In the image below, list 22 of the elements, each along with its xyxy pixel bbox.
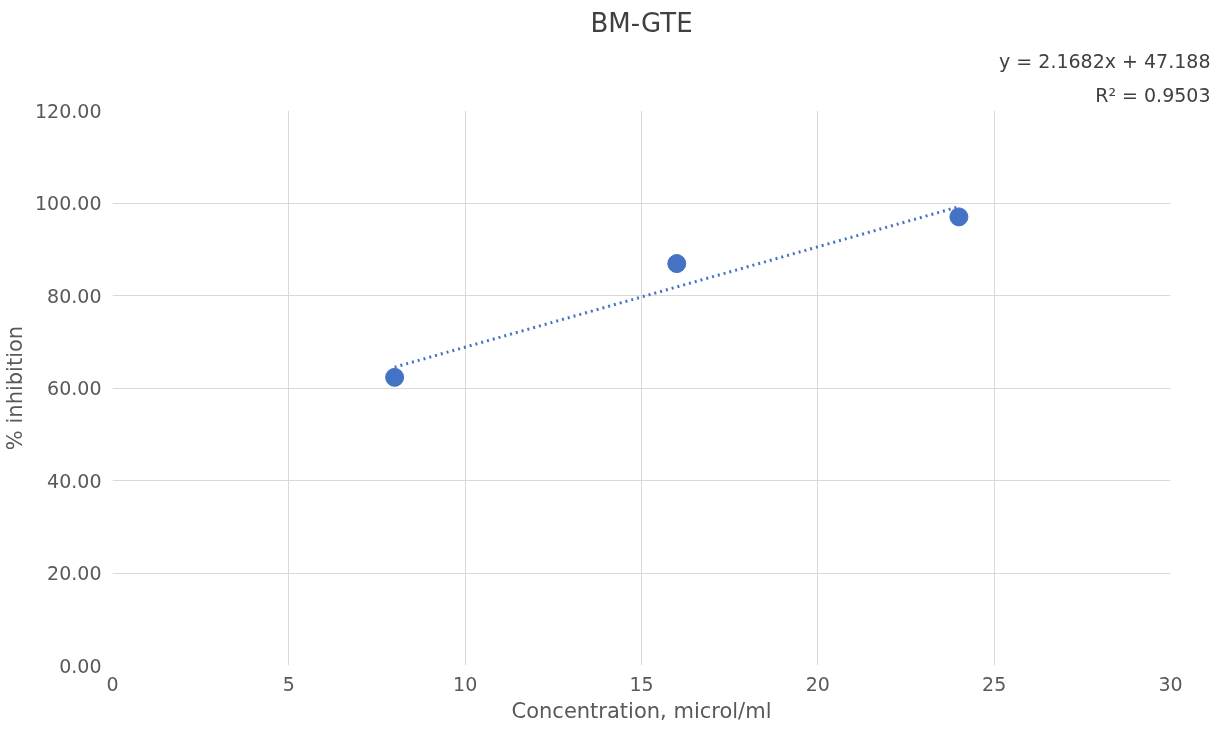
x-tick-label: 30 xyxy=(1158,672,1183,695)
y-tick-label: 60.00 xyxy=(47,377,102,399)
x-tick-label: 15 xyxy=(629,672,654,695)
point xyxy=(385,367,405,387)
x-tick-label: 0 xyxy=(106,672,119,695)
x-tick-label: 20 xyxy=(805,672,830,695)
point xyxy=(949,207,969,227)
y-tick-label: 120.00 xyxy=(35,99,102,122)
chart-title: BM-GTE xyxy=(590,7,693,38)
x-axis-title: Concentration, microl/ml xyxy=(511,698,772,723)
point xyxy=(667,254,687,274)
text: R² = 0.9503 xyxy=(1095,83,1211,106)
y-tick-label: 80.00 xyxy=(47,284,102,307)
y-tick-label: 20.00 xyxy=(47,562,102,584)
x-tick-label: 5 xyxy=(282,672,295,695)
y-axis-title: % inhibition xyxy=(3,325,28,451)
x-tick-label: 25 xyxy=(982,672,1007,695)
x-tick-label: 10 xyxy=(453,672,478,695)
y-tick-label: 100.00 xyxy=(35,192,102,214)
text: y = 2.1682x + 47.188 xyxy=(999,49,1211,72)
y-tick-label: 0.00 xyxy=(59,654,102,677)
y-tick-label: 40.00 xyxy=(47,469,102,492)
